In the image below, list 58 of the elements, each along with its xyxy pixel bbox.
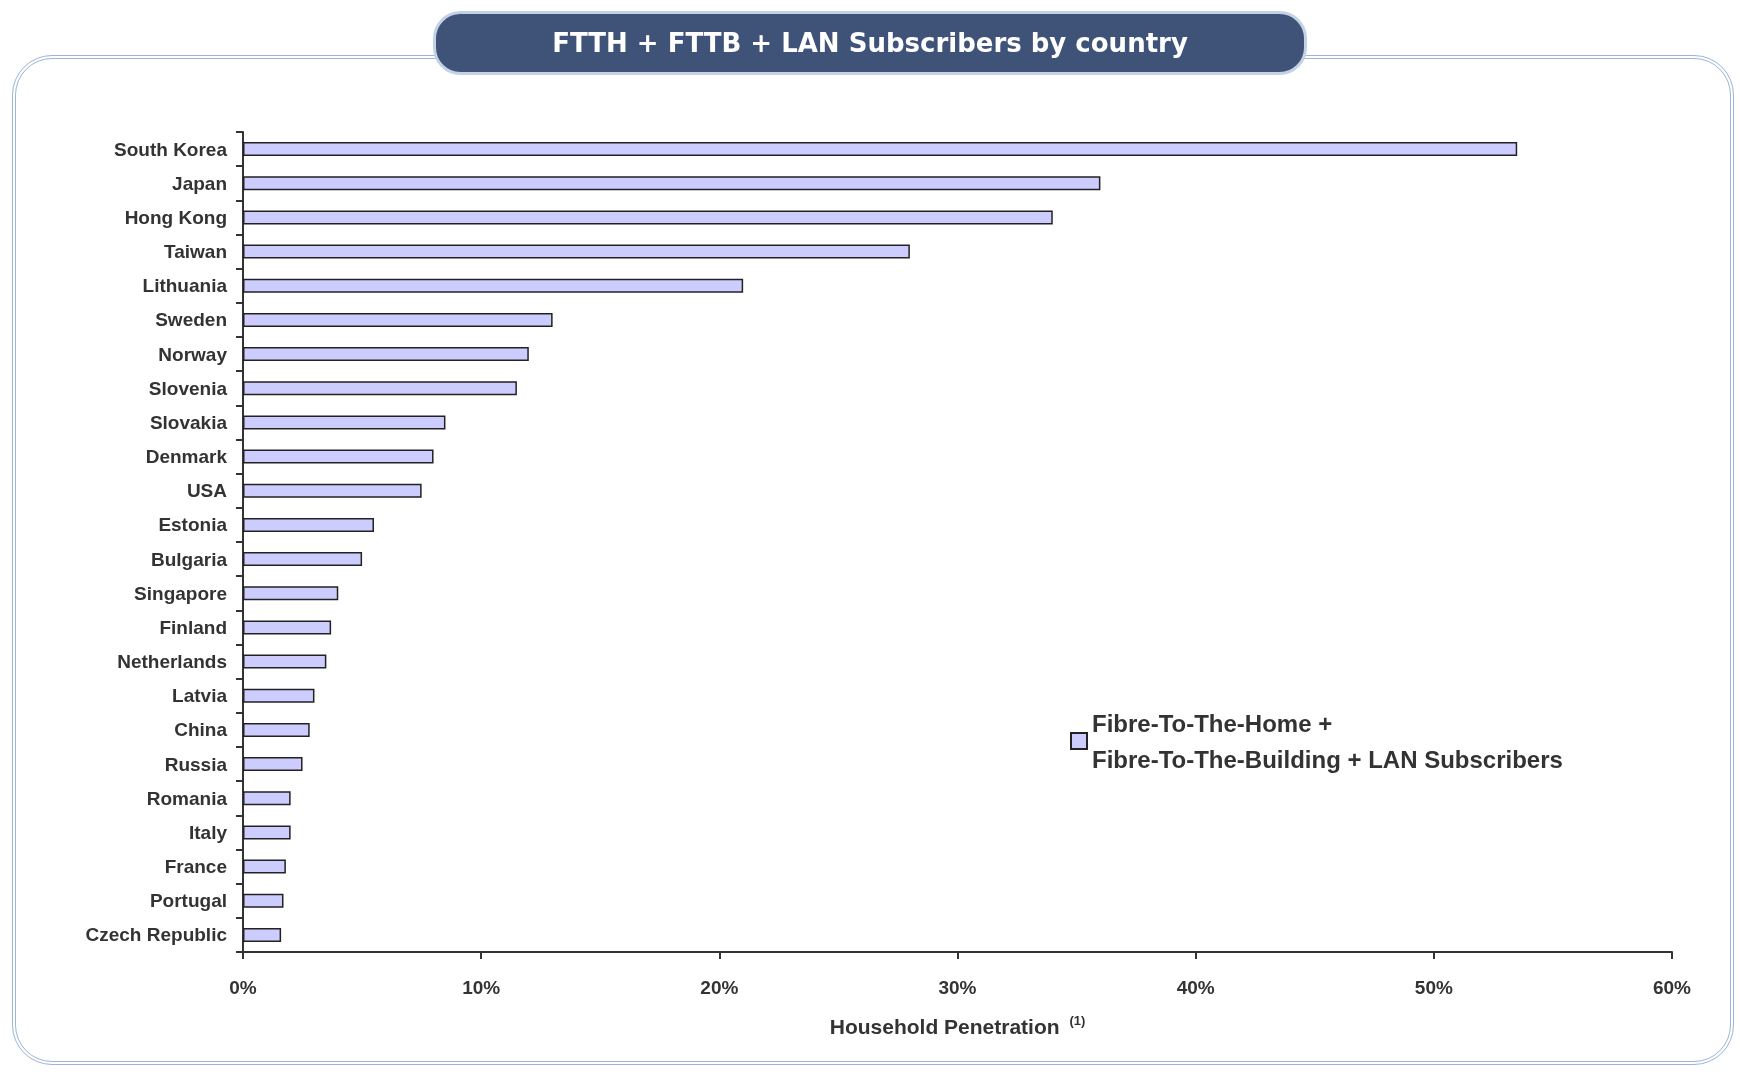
y-tick-label: Russia <box>164 753 228 775</box>
bar <box>243 757 303 772</box>
legend-label: Fibre-To-The-Home + Fibre-To-The-Building + LAN Subscribers <box>1092 709 1563 773</box>
y-tick-label: Denmark <box>145 446 228 468</box>
bar <box>243 312 553 327</box>
bar <box>243 893 284 908</box>
bar <box>243 483 422 498</box>
bar <box>243 210 1053 225</box>
bar <box>243 517 374 532</box>
x-tick-label: 60% <box>1652 977 1692 998</box>
x-tick-label: 20% <box>700 977 739 998</box>
bar <box>243 927 282 942</box>
y-tick-label: France <box>164 856 227 878</box>
bar <box>243 278 744 293</box>
x-tick-label: 10% <box>462 977 501 998</box>
y-tick-label: Portugal <box>149 890 227 912</box>
x-tick-label: 0% <box>229 977 257 998</box>
bar <box>243 688 315 703</box>
y-tick-label: Lithuania <box>142 275 228 297</box>
bar <box>243 654 327 669</box>
y-tick-label: Romania <box>146 787 228 809</box>
bar <box>243 722 310 737</box>
x-tick-label: 50% <box>1414 977 1453 998</box>
y-tick-label: South Korea <box>114 138 228 160</box>
bar <box>243 586 339 601</box>
bar <box>243 415 446 430</box>
y-tick-label: Estonia <box>158 514 228 536</box>
y-tick-label: Taiwan <box>164 241 227 263</box>
bar <box>243 176 1101 191</box>
chart-title: FTTH + FTTB + LAN Subscribers by country <box>552 28 1188 58</box>
y-tick-label: Latvia <box>172 685 228 707</box>
bar <box>243 381 517 396</box>
bar <box>243 142 1518 157</box>
x-axis-title: Household Penetration (1) <box>829 1013 1086 1038</box>
bar <box>243 620 332 635</box>
bar <box>243 244 910 259</box>
y-tick-label: USA <box>186 480 228 502</box>
y-tick-label: Sweden <box>155 309 227 331</box>
bar <box>243 859 286 874</box>
y-tick-label: Czech Republic <box>85 924 228 946</box>
y-tick-label: Finland <box>159 616 227 638</box>
bar <box>243 791 291 806</box>
x-tick-label: 30% <box>938 977 977 998</box>
y-tick-label: Bulgaria <box>150 548 228 570</box>
y-tick-label: Hong Kong <box>124 206 227 228</box>
bar <box>243 449 434 464</box>
y-tick-label: Netherlands <box>117 651 227 673</box>
y-tick-label: Italy <box>188 821 228 843</box>
bar <box>243 825 291 840</box>
bar <box>243 347 529 362</box>
y-tick-label: China <box>174 719 228 741</box>
x-tick-label: 40% <box>1176 977 1215 998</box>
y-tick-label: Slovakia <box>149 411 228 433</box>
bar <box>243 552 363 567</box>
y-tick-label: Japan <box>172 172 227 194</box>
y-tick-label: Singapore <box>134 582 227 604</box>
y-tick-label: Norway <box>158 343 228 365</box>
y-tick-label: Slovenia <box>148 377 228 399</box>
